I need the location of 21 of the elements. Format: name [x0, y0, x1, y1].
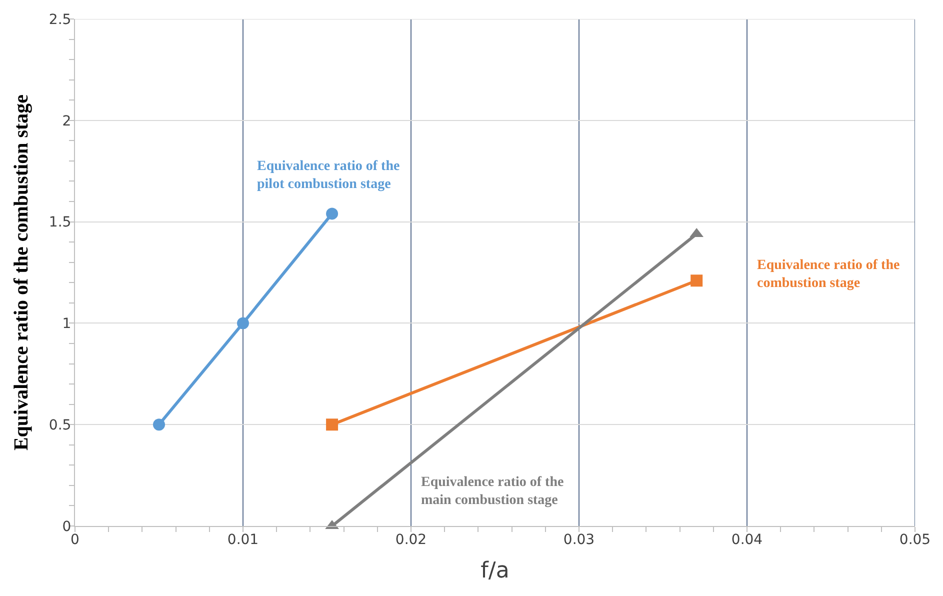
point [153, 418, 165, 431]
y-tick-label: 1.5 [48, 214, 72, 231]
x-tick-label: 0.03 [563, 532, 595, 548]
y-tick-label: 0.5 [48, 418, 72, 434]
x-tick-label: 0.04 [731, 532, 763, 548]
x-tick-label: 0.01 [227, 532, 259, 548]
x-tick-label: 0.05 [899, 532, 931, 548]
text: Equivalence ratio of the pilot combustion stage [257, 159, 400, 192]
point [690, 274, 703, 287]
y-tick-label: 2 [62, 113, 72, 130]
y-tick-label: 1 [62, 316, 72, 332]
point [326, 418, 338, 431]
y-tick-label: 0 [62, 518, 72, 535]
x-axis-title: f/a [480, 558, 510, 584]
point [326, 208, 338, 220]
text: Equivalence ratio of the combustion stage [757, 258, 900, 292]
y-axis-title: Equivalence ratio of the combustion stage [10, 94, 32, 451]
point [237, 317, 249, 330]
series-label: Equivalence ratio of the main combustion stage [421, 475, 564, 508]
x-tick-label: 0.02 [395, 532, 427, 548]
y-tick-label: 2.5 [48, 12, 72, 28]
